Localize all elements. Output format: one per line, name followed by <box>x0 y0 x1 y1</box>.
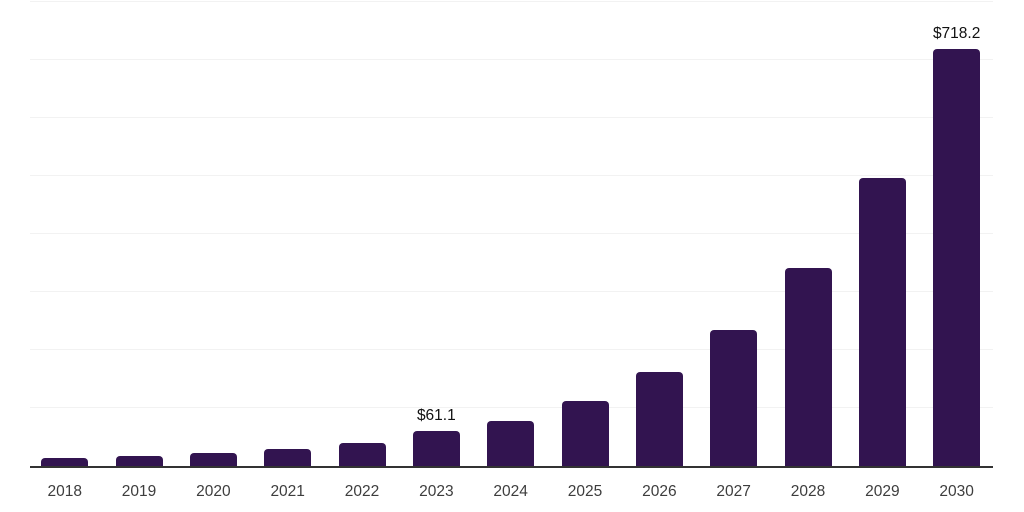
bar-2025 <box>561 401 609 466</box>
gridline <box>30 175 993 176</box>
x-tick-label-2025: 2025 <box>567 483 603 500</box>
gridline <box>30 407 993 408</box>
bar-2030 <box>933 49 981 466</box>
bar-2022 <box>338 442 386 466</box>
x-tick-label-2018: 2018 <box>47 483 82 500</box>
bar-2019 <box>115 456 163 466</box>
x-tick-label-2024: 2024 <box>493 483 528 500</box>
x-tick-label-2026: 2026 <box>642 483 677 500</box>
x-tick-label-2020: 2020 <box>196 483 231 500</box>
gridline <box>30 233 993 234</box>
x-tick-label-2029: 2029 <box>865 483 900 500</box>
x-axis-labels: 2018 2019 2020 2021 2022 2023 2024 2025 2026 2027… <box>30 483 993 505</box>
x-tick-label-2019: 2019 <box>121 483 157 500</box>
bar-2027 <box>710 329 758 466</box>
x-tick-label-2022: 2022 <box>344 483 380 500</box>
gridline <box>30 59 993 60</box>
value-label-2023: $61.1 <box>416 406 456 424</box>
bar-2028 <box>784 267 832 466</box>
bar-2018 <box>41 458 89 466</box>
x-tick-label-2023: 2023 <box>419 483 454 500</box>
gridline <box>30 1 993 2</box>
gridline <box>30 349 993 350</box>
x-tick-label-2028: 2028 <box>790 483 826 500</box>
bar-2023 <box>412 430 460 466</box>
bar-2020 <box>189 453 237 466</box>
gridline <box>30 117 993 118</box>
x-tick-label-2021: 2021 <box>270 483 305 500</box>
value-label-2030: $718.2 <box>932 25 981 43</box>
bar-2024 <box>487 421 535 466</box>
bar-2021 <box>264 449 312 466</box>
gridline <box>30 291 993 292</box>
bar-2026 <box>635 372 683 466</box>
x-tick-label-2030: 2030 <box>939 483 974 500</box>
bar-2029 <box>858 178 906 466</box>
x-tick-label-2027: 2027 <box>716 483 751 500</box>
plot-area: $61.1 $718.2 <box>30 1 993 468</box>
